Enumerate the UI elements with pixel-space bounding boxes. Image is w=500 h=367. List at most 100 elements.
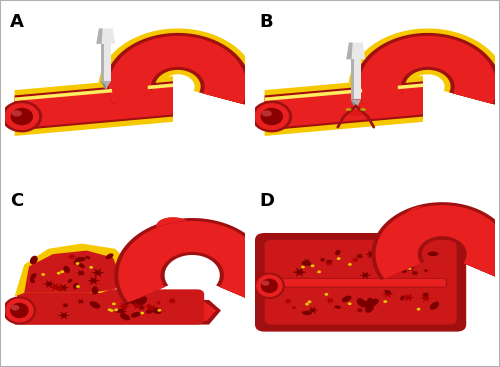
- Polygon shape: [17, 295, 216, 321]
- Polygon shape: [76, 269, 86, 276]
- Ellipse shape: [2, 101, 42, 132]
- Polygon shape: [402, 294, 415, 302]
- Polygon shape: [378, 207, 500, 277]
- Polygon shape: [118, 221, 266, 302]
- Polygon shape: [24, 251, 120, 293]
- Polygon shape: [43, 280, 55, 288]
- Polygon shape: [351, 257, 360, 263]
- Ellipse shape: [360, 108, 366, 111]
- Polygon shape: [67, 254, 76, 260]
- Polygon shape: [14, 76, 173, 136]
- Ellipse shape: [365, 303, 374, 313]
- Circle shape: [158, 309, 162, 312]
- Circle shape: [57, 272, 60, 275]
- Polygon shape: [98, 29, 257, 106]
- Ellipse shape: [131, 312, 141, 317]
- Polygon shape: [61, 303, 70, 308]
- Ellipse shape: [124, 297, 130, 305]
- Ellipse shape: [367, 298, 372, 304]
- Ellipse shape: [262, 110, 272, 117]
- Ellipse shape: [92, 286, 98, 294]
- Polygon shape: [146, 305, 158, 312]
- Polygon shape: [354, 32, 500, 105]
- Polygon shape: [356, 308, 364, 313]
- Polygon shape: [374, 255, 386, 263]
- FancyBboxPatch shape: [274, 278, 447, 288]
- Polygon shape: [104, 33, 251, 105]
- Ellipse shape: [334, 305, 341, 309]
- Ellipse shape: [336, 250, 340, 255]
- Circle shape: [308, 301, 312, 303]
- Ellipse shape: [116, 309, 124, 313]
- Circle shape: [76, 262, 80, 265]
- Ellipse shape: [430, 302, 439, 310]
- Polygon shape: [100, 44, 103, 81]
- FancyBboxPatch shape: [17, 289, 204, 324]
- Polygon shape: [350, 99, 361, 109]
- Polygon shape: [96, 29, 116, 44]
- Circle shape: [108, 308, 112, 311]
- Polygon shape: [100, 44, 111, 81]
- Polygon shape: [14, 293, 221, 324]
- Ellipse shape: [260, 108, 283, 125]
- Polygon shape: [104, 32, 253, 105]
- Ellipse shape: [261, 279, 278, 293]
- Ellipse shape: [348, 109, 363, 117]
- Circle shape: [60, 270, 64, 273]
- Circle shape: [317, 270, 321, 273]
- Text: D: D: [260, 192, 275, 210]
- Ellipse shape: [302, 311, 312, 315]
- Ellipse shape: [399, 268, 407, 273]
- Ellipse shape: [428, 251, 438, 256]
- Ellipse shape: [68, 279, 72, 283]
- Polygon shape: [358, 36, 497, 104]
- Polygon shape: [108, 36, 247, 104]
- Polygon shape: [284, 298, 293, 304]
- Ellipse shape: [150, 307, 162, 314]
- Polygon shape: [291, 306, 297, 310]
- Polygon shape: [410, 270, 420, 276]
- Polygon shape: [360, 272, 371, 279]
- Polygon shape: [346, 43, 352, 59]
- Polygon shape: [421, 292, 430, 298]
- Polygon shape: [264, 83, 423, 128]
- Polygon shape: [319, 257, 326, 262]
- Ellipse shape: [64, 266, 70, 273]
- Ellipse shape: [138, 296, 147, 305]
- Polygon shape: [382, 290, 394, 298]
- Ellipse shape: [384, 265, 392, 273]
- Polygon shape: [365, 250, 378, 258]
- Polygon shape: [264, 83, 423, 101]
- Polygon shape: [392, 265, 402, 272]
- Polygon shape: [156, 301, 162, 305]
- Polygon shape: [350, 99, 356, 109]
- Ellipse shape: [85, 256, 90, 259]
- Circle shape: [114, 308, 118, 311]
- Polygon shape: [118, 302, 130, 310]
- Ellipse shape: [30, 256, 38, 265]
- Polygon shape: [420, 294, 432, 302]
- Circle shape: [76, 285, 80, 288]
- Polygon shape: [132, 302, 143, 309]
- Ellipse shape: [73, 283, 78, 289]
- Polygon shape: [122, 224, 263, 301]
- Ellipse shape: [12, 110, 22, 117]
- Polygon shape: [376, 264, 388, 271]
- Ellipse shape: [406, 207, 440, 224]
- Polygon shape: [114, 218, 270, 304]
- Ellipse shape: [254, 273, 285, 299]
- Polygon shape: [87, 276, 101, 285]
- Polygon shape: [112, 38, 244, 103]
- Text: A: A: [10, 12, 24, 30]
- Ellipse shape: [10, 108, 33, 125]
- Polygon shape: [58, 312, 70, 319]
- Circle shape: [305, 303, 309, 306]
- Circle shape: [348, 302, 352, 305]
- Polygon shape: [264, 81, 423, 131]
- Polygon shape: [348, 29, 500, 106]
- Polygon shape: [358, 36, 497, 104]
- Circle shape: [310, 264, 314, 267]
- FancyBboxPatch shape: [264, 240, 456, 324]
- Polygon shape: [324, 261, 334, 266]
- Ellipse shape: [2, 297, 36, 324]
